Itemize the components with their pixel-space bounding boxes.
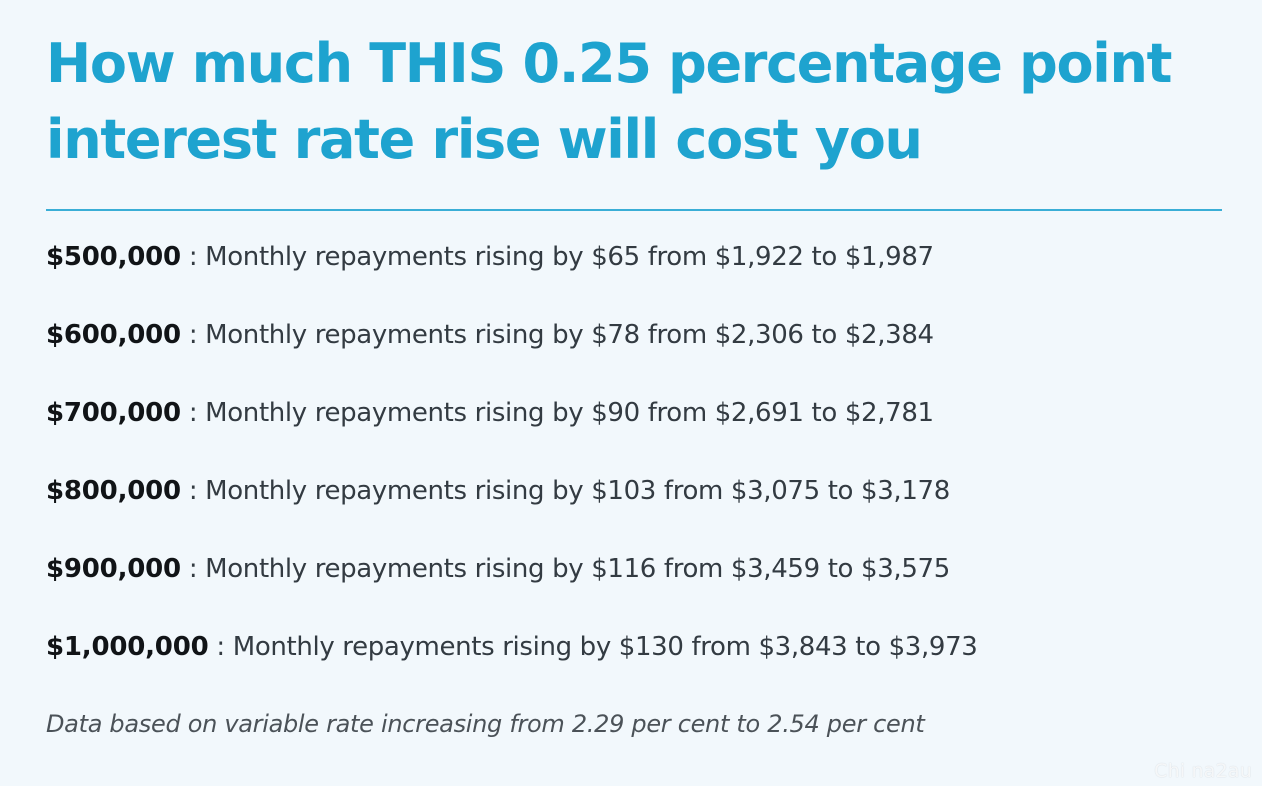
repayment-row-900000: $900,000 : Monthly repayments rising by … bbox=[46, 547, 950, 591]
separator: : bbox=[180, 554, 206, 584]
page-title: How much THIS 0.25 percentage point inte… bbox=[46, 32, 1172, 171]
loan-amount: $600,000 bbox=[46, 320, 181, 350]
repayment-row-500000: $500,000 : Monthly repayments rising by … bbox=[46, 235, 934, 279]
separator: : bbox=[208, 632, 233, 662]
repayment-row-800000: $800,000 : Monthly repayments rising by … bbox=[46, 469, 950, 513]
repayment-detail: Monthly repayments rising by $116 from $… bbox=[205, 554, 950, 584]
watermark: Chi na2au bbox=[1154, 760, 1252, 782]
repayment-row-1000000: $1,000,000 : Monthly repayments rising b… bbox=[46, 625, 978, 669]
repayment-detail: Monthly repayments rising by $130 from $… bbox=[232, 632, 978, 662]
title-divider bbox=[46, 209, 1222, 211]
repayment-detail: Monthly repayments rising by $65 from $1… bbox=[205, 242, 934, 272]
data-source-note: Data based on variable rate increasing f… bbox=[46, 710, 925, 738]
repayment-row-700000: $700,000 : Monthly repayments rising by … bbox=[46, 391, 934, 435]
separator: : bbox=[180, 476, 206, 506]
loan-amount: $500,000 bbox=[46, 242, 181, 272]
repayment-row-600000: $600,000 : Monthly repayments rising by … bbox=[46, 313, 934, 357]
loan-amount: $900,000 bbox=[46, 554, 181, 584]
repayment-detail: Monthly repayments rising by $103 from $… bbox=[205, 476, 950, 506]
repayment-detail: Monthly repayments rising by $90 from $2… bbox=[205, 398, 934, 428]
loan-amount: $700,000 bbox=[46, 398, 181, 428]
repayment-detail: Monthly repayments rising by $78 from $2… bbox=[205, 320, 934, 350]
separator: : bbox=[180, 242, 206, 272]
separator: : bbox=[180, 398, 206, 428]
separator: : bbox=[180, 320, 206, 350]
loan-amount: $800,000 bbox=[46, 476, 181, 506]
loan-amount: $1,000,000 bbox=[46, 632, 209, 662]
